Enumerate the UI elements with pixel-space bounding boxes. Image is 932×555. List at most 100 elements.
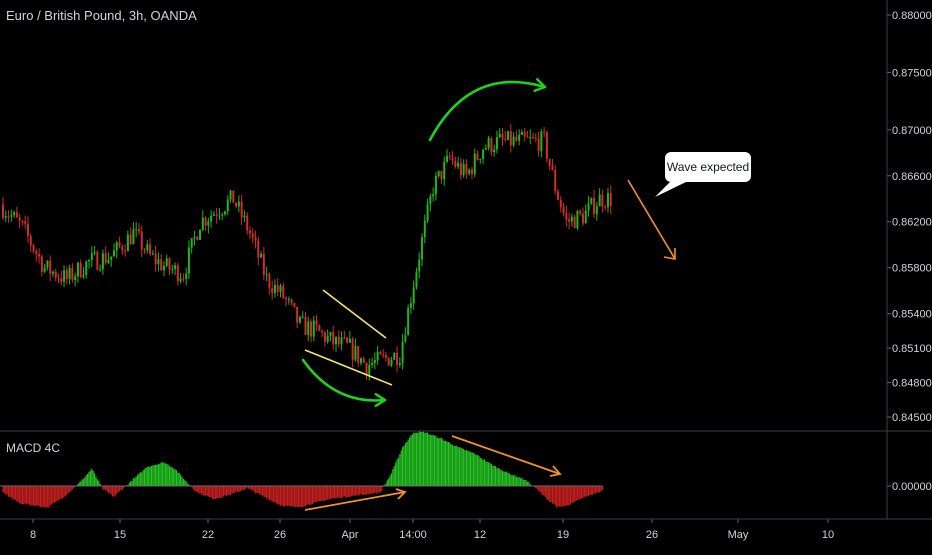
candle-body — [210, 215, 213, 222]
candle-body — [176, 265, 179, 282]
candle-body — [329, 332, 332, 336]
candle-body — [68, 267, 71, 279]
macd-divergence-arrowhead-low — [395, 488, 407, 500]
candle-body — [465, 163, 468, 174]
candle-body — [573, 216, 576, 229]
candle-body — [562, 207, 565, 214]
price-tick-label: 0.84500 — [892, 412, 932, 424]
candle-body — [310, 321, 313, 337]
candle-body — [171, 269, 174, 271]
candle-body — [348, 338, 351, 343]
candle-body — [101, 253, 104, 270]
price-tick-label: 0.85100 — [892, 343, 932, 355]
candle-body — [473, 153, 476, 175]
candle-body — [13, 212, 16, 216]
candle-body — [260, 254, 263, 258]
candle-body — [43, 267, 46, 272]
candle-body — [404, 335, 407, 342]
candle-body — [570, 216, 573, 222]
candle-body — [129, 234, 132, 245]
callout-text: Wave expected — [666, 160, 750, 174]
candle-body — [160, 259, 163, 271]
candle-body — [32, 245, 35, 252]
candle-body — [390, 359, 393, 366]
candle-body — [174, 265, 177, 270]
candle-body — [490, 138, 493, 153]
candle-body — [534, 137, 537, 139]
candle-body — [201, 217, 204, 230]
candle-body — [382, 354, 385, 356]
candle-body — [365, 362, 368, 375]
candle-body — [407, 307, 410, 336]
candle-body — [40, 256, 43, 272]
candle-body — [537, 138, 540, 152]
candle-body — [221, 214, 224, 216]
candle-body — [187, 247, 190, 274]
candle-body — [576, 210, 579, 229]
price-tick-label: 0.88000 — [892, 10, 932, 22]
candle-body — [601, 194, 604, 207]
candle-body — [307, 321, 310, 335]
candle-body — [243, 215, 246, 218]
candle-body — [268, 274, 271, 289]
candle-body — [54, 271, 57, 278]
time-tick-label: 22 — [202, 529, 214, 541]
candle-body — [396, 352, 399, 366]
candle-body — [437, 170, 440, 176]
candle-body — [196, 236, 199, 240]
candle-body — [49, 260, 52, 274]
candle-body — [79, 262, 82, 278]
price-tick-label: 0.86600 — [892, 171, 932, 183]
candle-body — [143, 249, 146, 251]
candle-body — [246, 215, 249, 231]
candle-body — [432, 194, 435, 197]
candle-body — [598, 194, 601, 207]
candle-body — [168, 258, 171, 270]
candle-body — [448, 155, 451, 158]
candle-body — [434, 175, 437, 195]
candle-body — [235, 202, 238, 207]
macd-tick-label: 0.00000 — [892, 481, 932, 493]
arrowhead — [374, 392, 387, 408]
candle-body — [368, 365, 371, 375]
candle-body — [584, 210, 587, 224]
candle-body — [104, 253, 107, 264]
candle-body — [251, 233, 254, 238]
candle-body — [149, 244, 152, 254]
time-tick-label: 15 — [114, 529, 126, 541]
candle-body — [565, 213, 568, 220]
candle-body — [35, 251, 38, 255]
price-tick-label: 0.85400 — [892, 309, 932, 321]
candle-body — [21, 220, 24, 222]
candle-body — [212, 214, 215, 216]
candle-body — [509, 131, 512, 146]
candle-body — [593, 198, 596, 215]
candle-body — [429, 196, 432, 205]
candle-body — [426, 204, 429, 221]
candle-body — [468, 169, 471, 174]
macd-divergence-line-high — [451, 435, 561, 475]
callout-bubble: Wave expected — [665, 152, 751, 182]
candle-body — [495, 137, 498, 150]
candle-body — [446, 155, 448, 162]
candle-body — [124, 250, 127, 252]
candle-body — [115, 242, 118, 251]
candle-body — [518, 134, 521, 141]
projection-arrowhead — [663, 248, 676, 260]
candle-body — [401, 341, 404, 364]
candle-body — [323, 332, 326, 342]
candle-body — [110, 256, 113, 260]
candle-body — [606, 193, 609, 208]
candle-body — [337, 337, 340, 345]
candle-body — [132, 229, 135, 245]
price-tick-label: 0.87500 — [892, 67, 932, 79]
time-tick-label: 12 — [474, 529, 486, 541]
time-tick-label: 26 — [274, 529, 286, 541]
candle-body — [140, 231, 143, 250]
candle-body — [29, 235, 32, 246]
candle-body — [476, 153, 479, 160]
candle-body — [371, 363, 374, 366]
candle-body — [287, 299, 290, 301]
